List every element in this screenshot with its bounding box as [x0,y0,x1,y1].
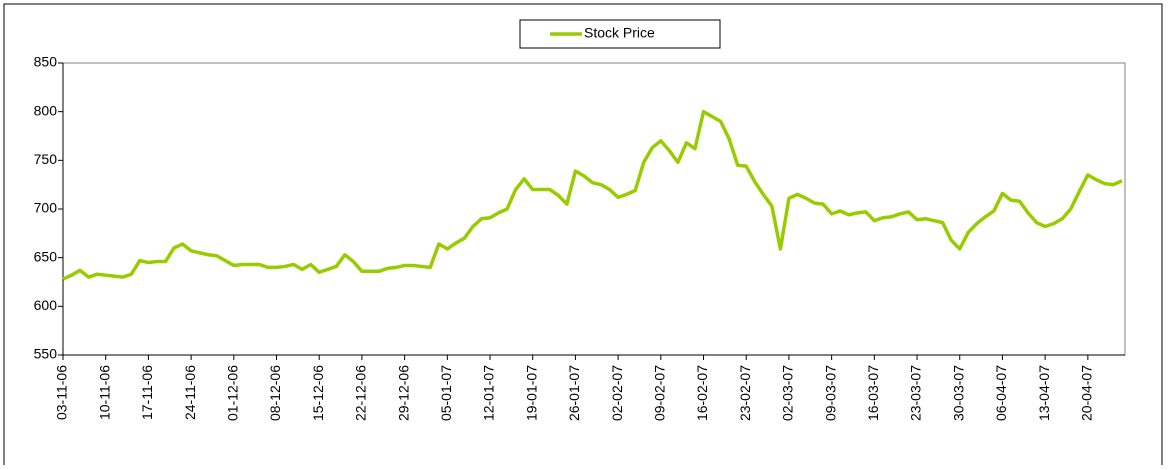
y-tick-label: 850 [34,54,58,70]
x-tick-label: 22-12-06 [353,365,369,421]
x-tick-label: 05-01-07 [438,365,454,421]
x-tick-label: 09-02-07 [652,365,668,421]
x-tick-label: 23-02-07 [737,365,753,421]
x-tick-label: 15-12-06 [310,365,326,421]
x-tick-label: 03-11-06 [54,365,70,420]
x-tick-label: 02-03-07 [780,365,796,421]
x-tick-label: 08-12-06 [267,365,283,421]
y-tick-label: 800 [34,102,58,118]
x-tick-label: 10-11-06 [96,365,112,420]
x-tick-label: 02-02-07 [609,365,625,421]
x-tick-label: 23-03-07 [908,365,924,421]
x-tick-label: 12-01-07 [481,365,497,421]
x-tick-label: 17-11-06 [139,365,155,420]
x-tick-label: 06-04-07 [993,365,1009,421]
plot-area [62,62,1126,356]
x-tick-label: 01-12-06 [225,365,241,421]
x-tick-label: 16-02-07 [694,365,710,421]
x-tick-label: 09-03-07 [822,365,838,421]
x-tick-label: 26-01-07 [566,365,582,421]
x-tick-label: 30-03-07 [950,365,966,421]
x-tick-label: 20-04-07 [1079,365,1095,421]
y-tick-label: 550 [34,346,58,362]
y-tick-label: 700 [34,200,58,216]
y-tick-label: 650 [34,248,58,264]
y-tick-label: 750 [34,151,58,167]
x-tick-label: 19-01-07 [523,365,539,421]
x-tick-label: 24-11-06 [182,365,198,420]
y-tick-label: 600 [34,297,58,313]
legend-label: Stock Price [584,25,655,41]
x-tick-label: 13-04-07 [1036,365,1052,421]
x-tick-label: 16-03-07 [865,365,881,421]
x-tick-label: 29-12-06 [395,365,411,421]
series-line [62,109,1123,281]
